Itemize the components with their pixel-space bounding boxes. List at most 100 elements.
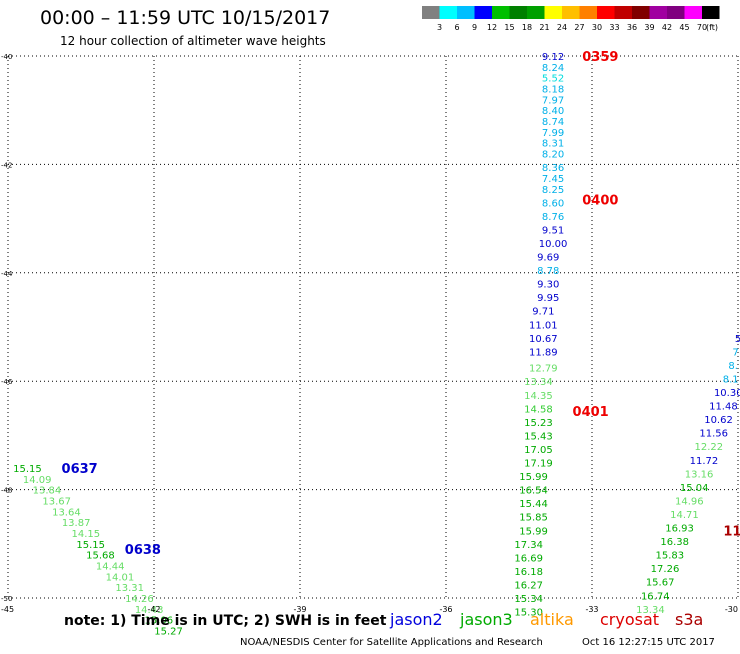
grid (7, 55, 739, 599)
legend-jason3: jason3 (459, 610, 513, 629)
wave-height-label: 17.34 (514, 540, 543, 551)
wave-height-label: 7.97 (542, 95, 564, 106)
timestamp-text: Oct 16 12:27:15 UTC 2017 (582, 637, 715, 648)
chart-subtitle: 12 hour collection of altimeter wave hei… (60, 34, 326, 48)
wave-height-label: 16.54 (519, 486, 548, 497)
colorbar-tick: 45 (679, 23, 689, 32)
wave-height-label: 8.31 (542, 139, 564, 150)
wave-height-label: 8. (728, 361, 738, 372)
wave-height-label: 5.52 (542, 74, 564, 85)
colorbar-tick: 27 (574, 23, 584, 32)
wave-height-label: 9.71 (532, 307, 554, 318)
colorbar-swatch (527, 6, 545, 19)
colorbar-unit: (ft) (706, 23, 718, 32)
wave-height-label: 15.99 (519, 472, 548, 483)
colorbar-tick: 6 (454, 23, 459, 32)
wave-height-label: 8.18 (542, 85, 564, 96)
wave-height-label: 12.79 (529, 364, 558, 375)
wave-height-label: 14.01 (106, 572, 135, 583)
wave-height-label: 11.56 (699, 429, 728, 440)
wave-height-label: 9.51 (542, 225, 564, 236)
wave-height-label: 15.68 (86, 551, 115, 562)
wave-height-label: 8.36 (542, 163, 564, 174)
y-tick-label: -42 (1, 161, 12, 169)
wave-height-label: 7.99 (542, 128, 564, 139)
wave-height-label: 11.01 (529, 320, 558, 331)
legend-cryosat: cryosat (600, 610, 659, 629)
wave-height-label: 17.05 (524, 445, 553, 456)
colorbar-swatch (667, 6, 685, 19)
time-label: 0401 (573, 405, 609, 420)
colorbar-swatch (597, 6, 615, 19)
wave-height-label: 8.74 (542, 117, 564, 128)
wave-height-label: 15.34 (514, 594, 543, 605)
wave-height-label: 15.44 (519, 499, 548, 510)
colorbar-swatch (649, 6, 667, 19)
wave-height-label: 15.85 (519, 513, 548, 524)
colorbar-swatch (509, 6, 527, 19)
wave-height-label: 15.27 (154, 627, 183, 638)
wave-height-label: 15.99 (519, 526, 548, 537)
credit-text: NOAA/NESDIS Center for Satellite Applica… (240, 637, 543, 648)
plot-area: 9.128.245.528.187.978.408.747.998.318.20… (13, 50, 740, 638)
colorbar-tick: 21 (539, 23, 549, 32)
colorbar-tick: 70 (697, 23, 707, 32)
wave-height-label: 17.19 (524, 459, 553, 470)
wave-height-label: 11.72 (690, 456, 719, 467)
x-tick-label: -33 (585, 605, 598, 614)
wave-height-label: 13.64 (52, 507, 81, 518)
colorbar-swatch (702, 6, 720, 19)
wave-height-label: 8.24 (542, 63, 564, 74)
colorbar-swatch (422, 6, 440, 19)
legend-s3a: s3a (675, 610, 703, 629)
wave-height-label: 15.23 (524, 418, 553, 429)
wave-height-label: 16.93 (665, 524, 694, 535)
wave-height-label: 8.60 (542, 198, 564, 209)
wave-height-label: 14.09 (23, 475, 52, 486)
wave-height-label: 10.30 (714, 388, 740, 399)
wave-height-label: 14.58 (524, 404, 553, 415)
wave-height-label: 13.16 (685, 469, 714, 480)
wave-height-label: 15.67 (646, 578, 675, 589)
chart-title: 00:00 – 11:59 UTC 10/15/2017 (40, 7, 330, 29)
legend-jason2: jason2 (389, 610, 443, 629)
wave-height-label: 14.15 (72, 529, 101, 540)
wave-height-label: 11.89 (529, 347, 558, 358)
colorbar-swatch (614, 6, 632, 19)
wave-height-label: 16.27 (514, 580, 543, 591)
wave-height-label: 10.00 (539, 239, 568, 250)
wave-height-label: 8.76 (542, 212, 564, 223)
colorbar-swatch (544, 6, 562, 19)
colorbar-tick: 36 (627, 23, 637, 32)
time-label: 0637 (62, 462, 98, 477)
x-tick-label: -39 (293, 605, 306, 614)
wave-height-label: 10.67 (529, 334, 558, 345)
wave-height-label: 8.78 (537, 266, 559, 277)
wave-height-label: 16.18 (514, 567, 543, 578)
y-tick-label: -50 (1, 595, 12, 603)
wave-height-label: 15.15 (13, 464, 42, 475)
wave-height-label: 9.30 (537, 280, 559, 291)
wave-height-label: 14.44 (96, 561, 125, 572)
wave-height-label: 9.95 (537, 293, 559, 304)
wave-height-label: 15.43 (524, 431, 553, 442)
time-label: 1126 (723, 524, 740, 539)
wave-height-label: 17.26 (651, 564, 680, 575)
colorbar-tick: 24 (557, 23, 567, 32)
wave-height-label: 14.26 (125, 594, 154, 605)
wave-height-label: 15.83 (656, 551, 685, 562)
legend-altika: altika (530, 610, 574, 629)
wave-height-label: 15.06 (145, 616, 174, 627)
colorbar-tick: 3 (437, 23, 442, 32)
wave-height-label: 5 (735, 334, 740, 345)
satellite-legend: jason2 jason3 altika cryosat s3a (389, 610, 703, 629)
colorbar-tick: 9 (472, 23, 477, 32)
x-tick-label: -30 (725, 605, 738, 614)
wave-height-label: 8.1 (723, 374, 739, 385)
x-tick-label: -36 (439, 605, 452, 614)
wave-height-label: 13.87 (62, 518, 91, 529)
colorbar-tick: 18 (522, 23, 532, 32)
colorbar-tick: 15 (504, 23, 514, 32)
